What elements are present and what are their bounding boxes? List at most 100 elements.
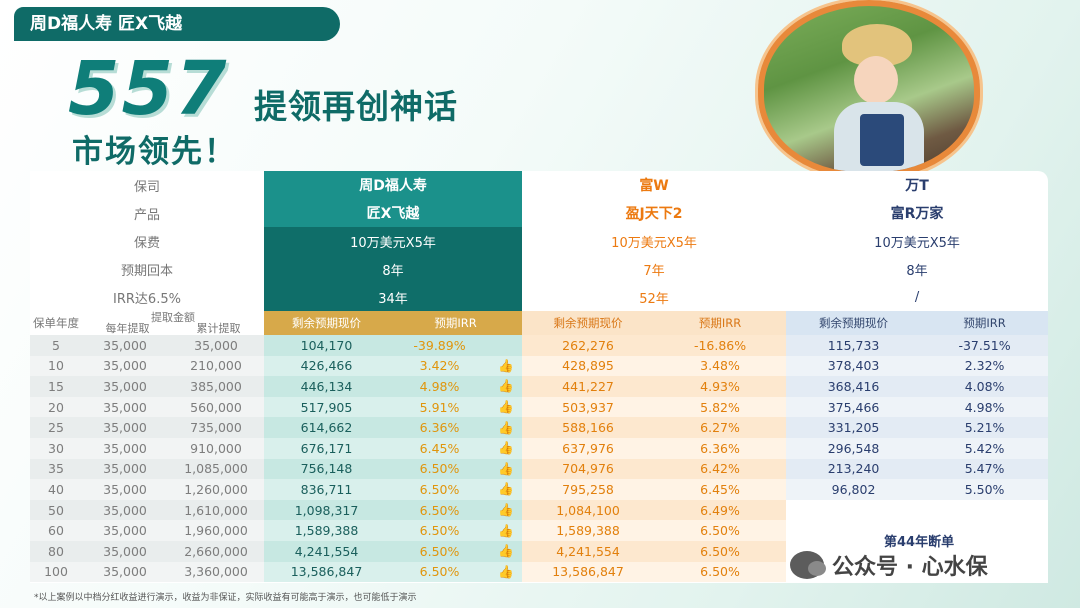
- cell-wt-value: 378,403: [786, 355, 922, 377]
- cell-zd-value: 676,171: [264, 437, 389, 459]
- cell-wt-value: [786, 520, 922, 541]
- cell-fw-irr: 6.36%: [654, 437, 787, 459]
- cell-year: 5: [30, 335, 82, 356]
- cell-zd-irr: 6.50%: [389, 540, 490, 562]
- cell-annual: 35,000: [82, 540, 168, 562]
- data-rows: 5 35,000 35,000 104,170 -39.89% 262,276 -16.86…: [30, 335, 1049, 583]
- cell-fw-irr: 6.50%: [654, 561, 787, 583]
- cell-fw-irr: 6.50%: [654, 540, 787, 562]
- thumbs-up-icon: 👍: [490, 520, 523, 541]
- cell-year: 30: [30, 437, 82, 459]
- cell-annual: 35,000: [82, 355, 168, 377]
- cell-wt-value: 375,466: [786, 396, 922, 418]
- cell-fw-value: 13,586,847: [522, 561, 655, 583]
- thumbs-up-icon: [490, 335, 523, 356]
- fw-sub-irr: 预期IRR: [654, 311, 787, 335]
- table-row: 60 35,000 1,960,000 1,589,388 6.50% 👍 1,589,38…: [30, 520, 1049, 541]
- cell-fw-value: 588,166: [522, 417, 655, 438]
- cell-year: 15: [30, 376, 82, 397]
- table-row: 35 35,000 1,085,000 756,148 6.50% 👍 704,976 6.4…: [30, 458, 1049, 480]
- cell-zd-value: 426,466: [264, 355, 389, 377]
- cell-year: 35: [30, 458, 82, 480]
- table-row: 80 35,000 2,660,000 4,241,554 6.50% 👍 4,241,55…: [30, 540, 1049, 562]
- thumbs-up-icon: 👍: [490, 540, 523, 562]
- table-row: 15 35,000 385,000 446,134 4.98% 👍 441,227 4.93%…: [30, 376, 1049, 397]
- cell-zd-irr: 6.36%: [389, 417, 490, 438]
- label-breakeven: 预期回本: [30, 255, 264, 283]
- cell-fw-value: 1,589,388: [522, 520, 655, 541]
- cell-wt-irr: 5.50%: [921, 479, 1049, 500]
- cell-annual: 35,000: [82, 396, 168, 418]
- wt-sub-irr: 预期IRR: [921, 311, 1049, 335]
- label-withdrawal-split: 每年提取 累计提取: [82, 322, 264, 335]
- photo-face: [854, 56, 898, 104]
- wt-irr-year: /: [914, 289, 920, 305]
- cell-fw-irr: 4.93%: [654, 376, 787, 397]
- cell-wt-irr: 2.32%: [921, 355, 1049, 377]
- thumbs-up-icon: 👍: [490, 479, 523, 500]
- wt-sub-value: 剩余预期现价: [786, 311, 922, 335]
- row-company: 保司 周D福人寿 富W 万T: [30, 171, 1048, 199]
- zd-breakeven: 8年: [264, 255, 523, 283]
- cell-year: 80: [30, 540, 82, 562]
- cell-fw-value: 637,976: [522, 437, 655, 459]
- zd-premium: 10万美元X5年: [264, 227, 523, 255]
- thumbs-up-icon: 👍: [490, 437, 523, 459]
- thumbs-up-icon: 👍: [490, 396, 523, 418]
- table-row: 25 35,000 735,000 614,662 6.36% 👍 588,166 6.27%…: [30, 417, 1049, 438]
- photo-book: [860, 114, 904, 166]
- tagline-banner: 周D福人寿 匠X飞越: [14, 7, 340, 41]
- cell-zd-irr: -39.89%: [389, 335, 490, 356]
- cell-wt-irr: [921, 520, 1049, 541]
- cell-zd-irr: 5.91%: [389, 396, 490, 418]
- cell-zd-irr: 6.50%: [389, 458, 490, 480]
- fw-premium: 10万美元X5年: [611, 235, 697, 251]
- thumbs-up-icon: 👍: [490, 458, 523, 480]
- cell-wt-value: 331,205: [786, 417, 922, 438]
- cell-wt-irr: [921, 540, 1049, 562]
- cell-cumulative: 385,000: [168, 376, 264, 397]
- cell-fw-irr: 6.45%: [654, 479, 787, 500]
- cell-annual: 35,000: [82, 479, 168, 500]
- wt-company: 万T: [905, 178, 929, 194]
- watermark-text: 公众号 · 心水保: [832, 555, 988, 580]
- cell-zd-irr: 6.50%: [389, 520, 490, 541]
- cell-cumulative: 3,360,000: [168, 561, 264, 583]
- cell-cumulative: 2,660,000: [168, 540, 264, 562]
- wechat-icon: [790, 551, 826, 579]
- cell-zd-irr: 3.42%: [389, 355, 490, 377]
- cell-annual: 35,000: [82, 376, 168, 397]
- cell-wt-irr: [921, 561, 1049, 583]
- cell-zd-irr: 6.50%: [389, 479, 490, 500]
- headline-primary: 提领再创神话: [254, 87, 458, 126]
- cell-zd-value: 756,148: [264, 458, 389, 480]
- cell-cumulative: 1,260,000: [168, 479, 264, 500]
- label-policy-year: 保单年度: [33, 315, 79, 330]
- cell-wt-irr: 5.42%: [921, 437, 1049, 459]
- thumbs-up-icon: 👍: [490, 417, 523, 438]
- cell-annual: 35,000: [82, 437, 168, 459]
- thumbs-up-icon: 👍: [490, 561, 523, 583]
- fw-company: 富W: [639, 178, 669, 194]
- cell-fw-irr: 6.50%: [654, 520, 787, 541]
- cell-cumulative: 910,000: [168, 437, 264, 459]
- watermark: 公众号 · 心水保: [790, 549, 988, 581]
- cell-fw-irr: 6.42%: [654, 458, 787, 480]
- cell-fw-value: 4,241,554: [522, 540, 655, 562]
- zd-irr-year: 34年: [264, 283, 523, 311]
- cell-zd-irr: 4.98%: [389, 376, 490, 397]
- row-subheader: 保单年度 提取金额 每年提取 累计提取 剩余预期现价 预期IRR 剩余预期现价 …: [30, 311, 1049, 335]
- cell-annual: 35,000: [82, 458, 168, 480]
- cell-annual: 35,000: [82, 520, 168, 541]
- table-row: 10 35,000 210,000 426,466 3.42% 👍 428,895 3.48%…: [30, 355, 1049, 377]
- wt-premium: 10万美元X5年: [874, 235, 960, 251]
- cell-wt-value: [786, 499, 922, 521]
- cell-year: 50: [30, 499, 82, 521]
- table-row: 40 35,000 1,260,000 836,711 6.50% 👍 795,258 6.4…: [30, 479, 1049, 500]
- cell-cumulative: 210,000: [168, 355, 264, 377]
- zd-product: 匠X飞越: [264, 199, 523, 227]
- wt-product: 富R万家: [890, 206, 944, 222]
- cell-zd-value: 517,905: [264, 396, 389, 418]
- cell-fw-value: 262,276: [522, 335, 655, 356]
- cell-cumulative: 560,000: [168, 396, 264, 418]
